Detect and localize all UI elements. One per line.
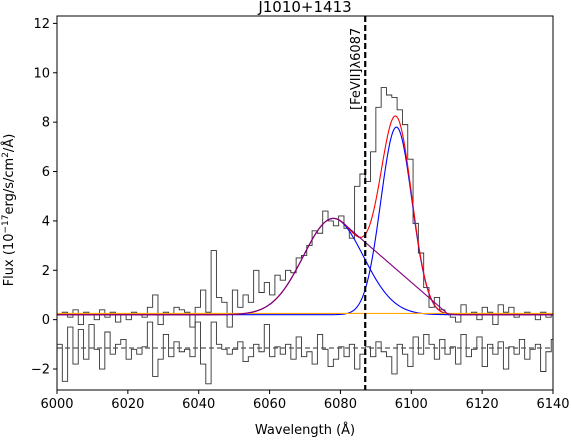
series-2-gauss <box>57 217 553 316</box>
series-4-sum <box>57 115 553 316</box>
feVII-line-label: [FeVII]λ6087 <box>349 28 364 110</box>
y-tick-label: −2 <box>31 363 50 378</box>
y-axis-label: Flux (10−17erg/s/cm2/Å) <box>1 134 17 287</box>
y-tick-label: 8 <box>42 116 50 131</box>
x-tick-label: 6120 <box>466 397 499 412</box>
series-6-sum_offset <box>57 217 553 316</box>
plot-frame <box>56 15 554 391</box>
y-tick-label: 0 <box>42 313 50 328</box>
y-tick-label: 6 <box>42 165 50 180</box>
x-axis-label: Wavelength (Å) <box>255 422 355 438</box>
series-0-step <box>57 87 553 328</box>
series-1-step <box>57 321 553 385</box>
x-axis: 6000 6020 6040 6060 6080 6100 6120 6140 <box>40 390 570 412</box>
chart-title: J1010+1413 <box>257 0 351 16</box>
series-3-gauss <box>57 126 553 316</box>
x-tick-label: 6020 <box>111 397 144 412</box>
x-tick-label: 6100 <box>395 397 428 412</box>
x-tick-label: 6080 <box>324 397 357 412</box>
plot-area <box>57 16 553 390</box>
x-tick-label: 6000 <box>40 397 73 412</box>
x-tick-label: 6140 <box>536 397 569 412</box>
y-tick-label: 12 <box>33 17 50 32</box>
x-tick-label: 6040 <box>182 397 215 412</box>
y-tick-label: 2 <box>42 264 50 279</box>
x-tick-label: 6060 <box>253 397 286 412</box>
y-axis: −2 0 2 4 6 8 10 12 <box>31 17 57 378</box>
y-tick-label: 10 <box>33 66 50 81</box>
y-tick-label: 4 <box>42 214 50 229</box>
